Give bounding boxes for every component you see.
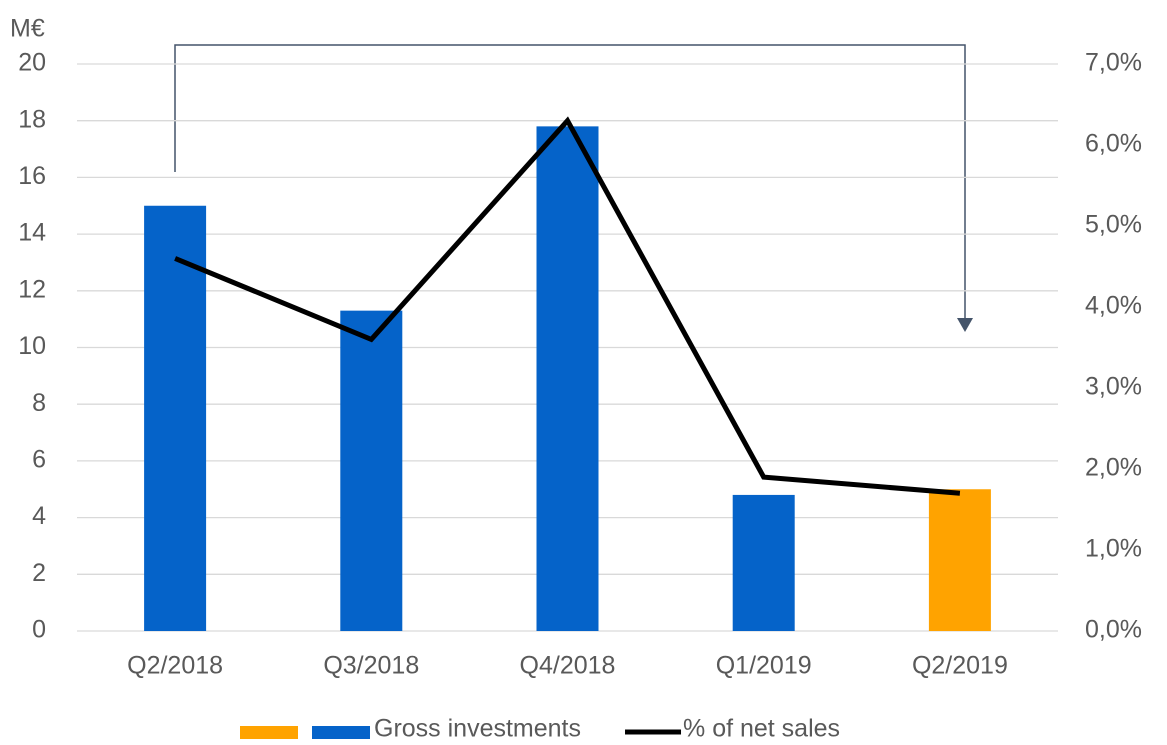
y2-tick-label: 7,0% — [1085, 49, 1142, 77]
x-tick-label: Q1/2019 — [716, 652, 812, 680]
legend-label: % of net sales — [683, 715, 840, 743]
bar — [928, 489, 991, 631]
arrow-head — [957, 318, 973, 332]
bar — [340, 310, 403, 631]
x-tick-label: Q2/2018 — [127, 652, 223, 680]
y-tick-label: 6 — [32, 446, 46, 474]
y2-tick-label: 2,0% — [1085, 454, 1142, 482]
y2-tick-label: 5,0% — [1085, 211, 1142, 239]
y-tick-label: 4 — [32, 502, 46, 530]
legend-label: Gross investments — [374, 715, 581, 743]
y-tick-label: 8 — [32, 389, 46, 417]
bracket-arrow — [174, 44, 966, 320]
y-axis-label: M€ — [10, 15, 45, 43]
y-tick-label: 18 — [18, 105, 46, 133]
bar — [732, 494, 795, 631]
legend-swatch — [240, 726, 298, 739]
line — [174, 116, 961, 496]
y-tick-label: 10 — [18, 332, 46, 360]
y2-tick-label: 1,0% — [1085, 535, 1142, 563]
y2-tick-label: 4,0% — [1085, 292, 1142, 320]
y2-tick-label: 0,0% — [1085, 616, 1142, 644]
x-tick-label: Q2/2019 — [912, 652, 1008, 680]
x-tick-label: Q4/2018 — [520, 652, 616, 680]
y-tick-label: 2 — [32, 559, 46, 587]
x-tick-label: Q3/2018 — [323, 652, 419, 680]
y-tick-label: 0 — [32, 616, 46, 644]
bar — [536, 126, 599, 632]
legend-swatch — [312, 726, 370, 739]
bar — [144, 205, 207, 631]
y-tick-label: 14 — [18, 219, 46, 247]
y-tick-label: 16 — [18, 162, 46, 190]
y-tick-label: 12 — [18, 275, 46, 303]
y-tick-label: 20 — [18, 49, 46, 77]
y2-tick-label: 3,0% — [1085, 373, 1142, 401]
y2-tick-label: 6,0% — [1085, 130, 1142, 158]
